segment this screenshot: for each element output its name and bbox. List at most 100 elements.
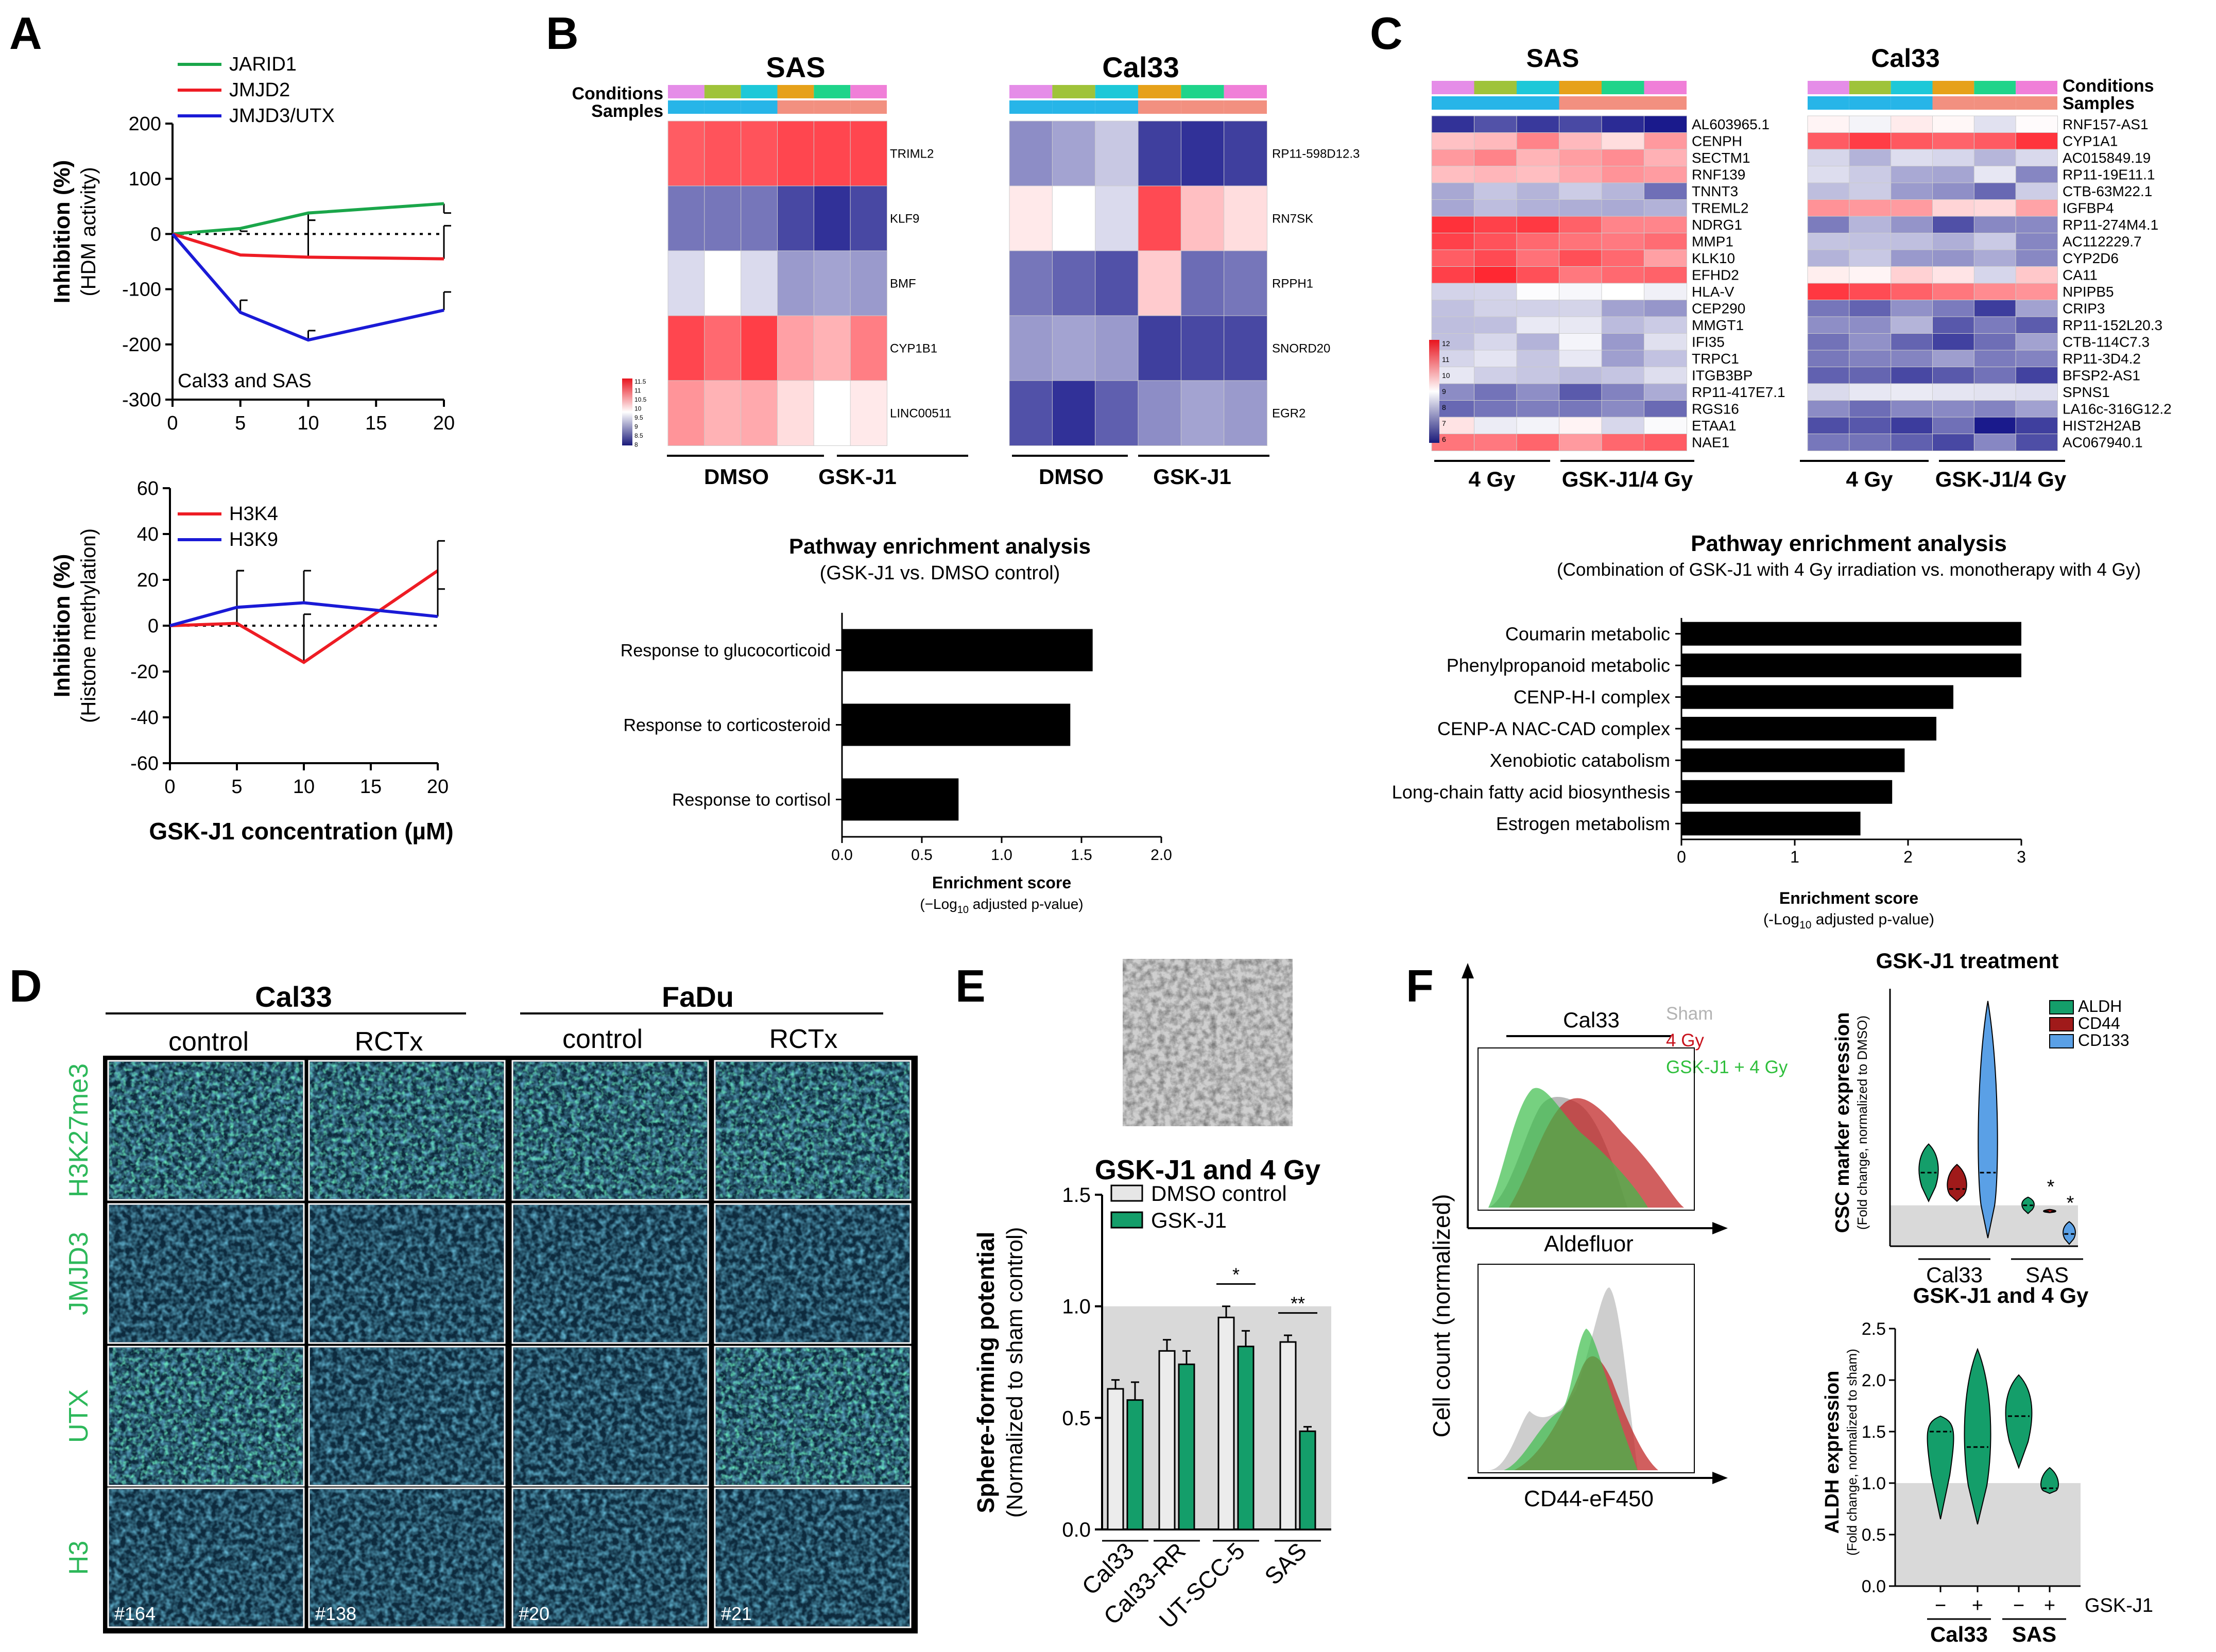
c-cal-heat-cell [1973,350,2017,368]
panel-f-flow: Cal33 Sham 4 Gy GSK-J1 + 4 Gy Cell count… [1428,963,1788,1511]
c-cal-heat-cell [1973,434,2017,451]
bar-dmso [1158,1350,1176,1530]
b-cal-heat-cell [1138,250,1182,316]
x-tick-label: 1.0 [991,847,1012,864]
arrow-head [1712,1472,1728,1484]
b-sas-heat-cell [777,121,815,186]
panel-a-bottom-chart: H3K4 H3K9 Inhibition (%) (Histone methyla… [49,478,454,845]
c-cal-sample-cell [2016,96,2057,110]
scale-label: 8 [634,441,638,449]
c-sas-heat-cell [1474,166,1517,183]
c-sas-heat-cell [1516,383,1560,401]
c-sas-heat-cell [1516,333,1560,351]
series-line-h3k4 [169,569,439,664]
c-cal-gene-label: RP11-19E11.1 [2063,167,2155,183]
c-cal-heat-cell [1891,216,1933,234]
b-sas-heat-cell [813,121,851,186]
micrograph-texture [109,1205,303,1342]
b-sas-sample-cell [704,100,741,114]
scale-label: 12 [1442,339,1450,348]
c-cal-heat-cell [1891,434,1933,451]
b-sas-heat-cell [813,380,851,446]
c-sas-gene-label: SECTM1 [1692,150,1750,166]
panel-a-top-chart: JARID1 JMJD2 JMJD3/UTX Inhibition (%) (HDM… [49,54,455,434]
micrograph-texture [310,1348,504,1485]
c-sas-heat-cell [1644,333,1687,351]
b-sas-heat-cell [667,250,705,316]
c-sas-heat-cell [1644,283,1687,301]
scale-label: 9 [1442,387,1446,395]
c-cal-gene-label: NPIPB5 [2063,284,2114,300]
sig-mark: * [2067,1193,2074,1214]
b-cal-gene-label: RN7SK [1272,212,1313,226]
f-csc-ylabel: CSC marker expression [1832,1012,1853,1233]
y-tick-label: 2.0 [1862,1371,1886,1390]
c-cal-heat-cell [1807,166,1850,183]
c-sas-heat-cell [1431,115,1475,133]
c-sas-gene-label: CENPH [1692,133,1742,149]
c-cal-heat-cell [1807,316,1850,334]
c-sas-heat-cell [1431,149,1475,167]
flow-frame [1478,1047,1695,1211]
c-row-conditions: Conditions [2063,76,2154,96]
c-cal-heat-cell [1891,166,1933,183]
micrograph-green-texture [716,1062,909,1199]
y-tick-label: 2.5 [1862,1319,1886,1339]
legend-label: ALDH [2078,997,2122,1016]
a-top-note: Cal33 and SAS [178,370,312,392]
c-sas-heat-cell [1601,249,1645,267]
c-cal-heat-cell [1973,216,2017,234]
category-label: SAS [1259,1537,1312,1590]
b-enrich-xlabel: Enrichment score [932,873,1071,892]
b-cal-heat-cell [1095,250,1139,316]
b-sas-heat-cell [704,250,742,316]
c-cal-heat-cell [1807,149,1850,167]
bar-dmso [1217,1316,1235,1530]
c-group-combo-sas: GSK-J1/4 Gy [1562,467,1693,491]
c-cal-heat-cell [2015,115,2058,133]
c-sas-gene-label: TRPC1 [1692,351,1739,367]
c-sas-heat-cell [1516,266,1560,284]
c-cal-heat-cell [1807,283,1850,301]
b-sas-sample-cell [741,100,778,114]
b-row-conditions: Conditions [572,84,663,104]
c-cal-gene-label: AC112229.7 [2063,234,2142,250]
c-cal-gene-label: CA11 [2063,267,2098,283]
c-cal-heat-cell [1973,199,2017,217]
c-sas-gene-label: MMP1 [1692,234,1733,250]
x-tick-label: 1.5 [1071,847,1092,864]
c-cal-heat-cell [1891,383,1933,401]
c-sas-heat-cell [1559,400,1602,418]
c-sas-heat-cell [1644,199,1687,217]
c-sas-heat-cell [1559,233,1602,250]
b-cal-gene-label: RP11-598D12.3 [1272,147,1360,161]
c-sas-gene-label: HLA-V [1692,284,1734,300]
micrograph-green-texture [716,1348,909,1485]
c-cal-heat-cell [2015,367,2058,384]
c-sas-condition-cell [1644,81,1687,94]
x-tick-label: 0.5 [911,847,933,864]
category-label: Response to corticosteroid [623,715,831,735]
b-sas-heat-cell [813,250,851,316]
c-cal-heat-cell [2015,350,2058,368]
scale-label: 11 [1442,355,1450,364]
c-sas-heat-cell [1474,115,1517,133]
c-enrich-subtitle: (Combination of GSK-J1 with 4 Gy irradia… [1557,560,2141,580]
c-cal-heat-cell [1973,400,2017,418]
sample-id: #138 [315,1603,356,1624]
f-flow-x2: CD44-eF450 [1524,1486,1654,1511]
c-cal-heat-cell [2015,216,2058,234]
micrograph-texture [109,1489,303,1626]
e-title: GSK-J1 and 4 Gy [1095,1155,1320,1185]
c-sas-heat-cell [1516,166,1560,183]
violin-cd133 [2063,1221,2076,1245]
b-cal-heat-cell [1095,121,1139,186]
y-tick-label: 0 [150,223,161,245]
c-sas-heat-cell [1474,333,1517,351]
c-cal-heat-cell [1807,333,1850,351]
b-sas-sample-cell [814,100,851,114]
c-cal-heat-cell [2015,249,2058,267]
y-tick-label: -100 [122,279,161,301]
c-cal-heat-cell [2015,149,2058,167]
micrograph-texture [716,1205,909,1342]
